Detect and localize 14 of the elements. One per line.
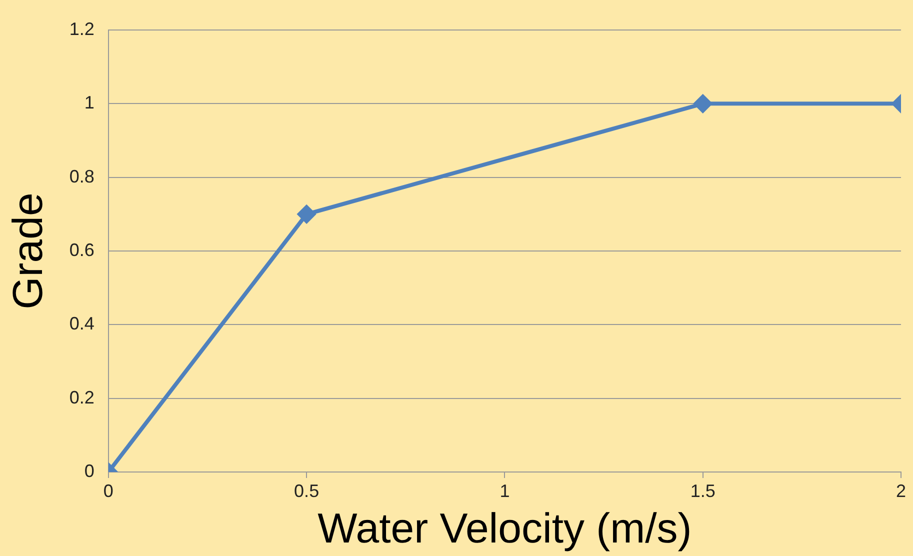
y-tick-label: 0.2: [69, 387, 94, 408]
x-tick-label: 0: [103, 480, 114, 501]
x-tick-label: 1: [500, 480, 510, 501]
x-tick-label: 0.5: [294, 480, 320, 501]
y-tick-label: 0.8: [69, 166, 94, 186]
y-tick-label: 1: [84, 92, 94, 113]
x-axis-title: Water Velocity (m/s): [318, 504, 692, 552]
y-tick-label: 1.2: [69, 18, 94, 39]
y-tick-label: 0.6: [69, 240, 94, 260]
y-tick-label: 0: [84, 460, 94, 481]
y-tick-label: 0.4: [69, 314, 94, 334]
y-axis-title: Grade: [4, 192, 51, 310]
x-tick-label: 2: [896, 480, 906, 501]
x-tick-label: 1.5: [690, 480, 716, 501]
